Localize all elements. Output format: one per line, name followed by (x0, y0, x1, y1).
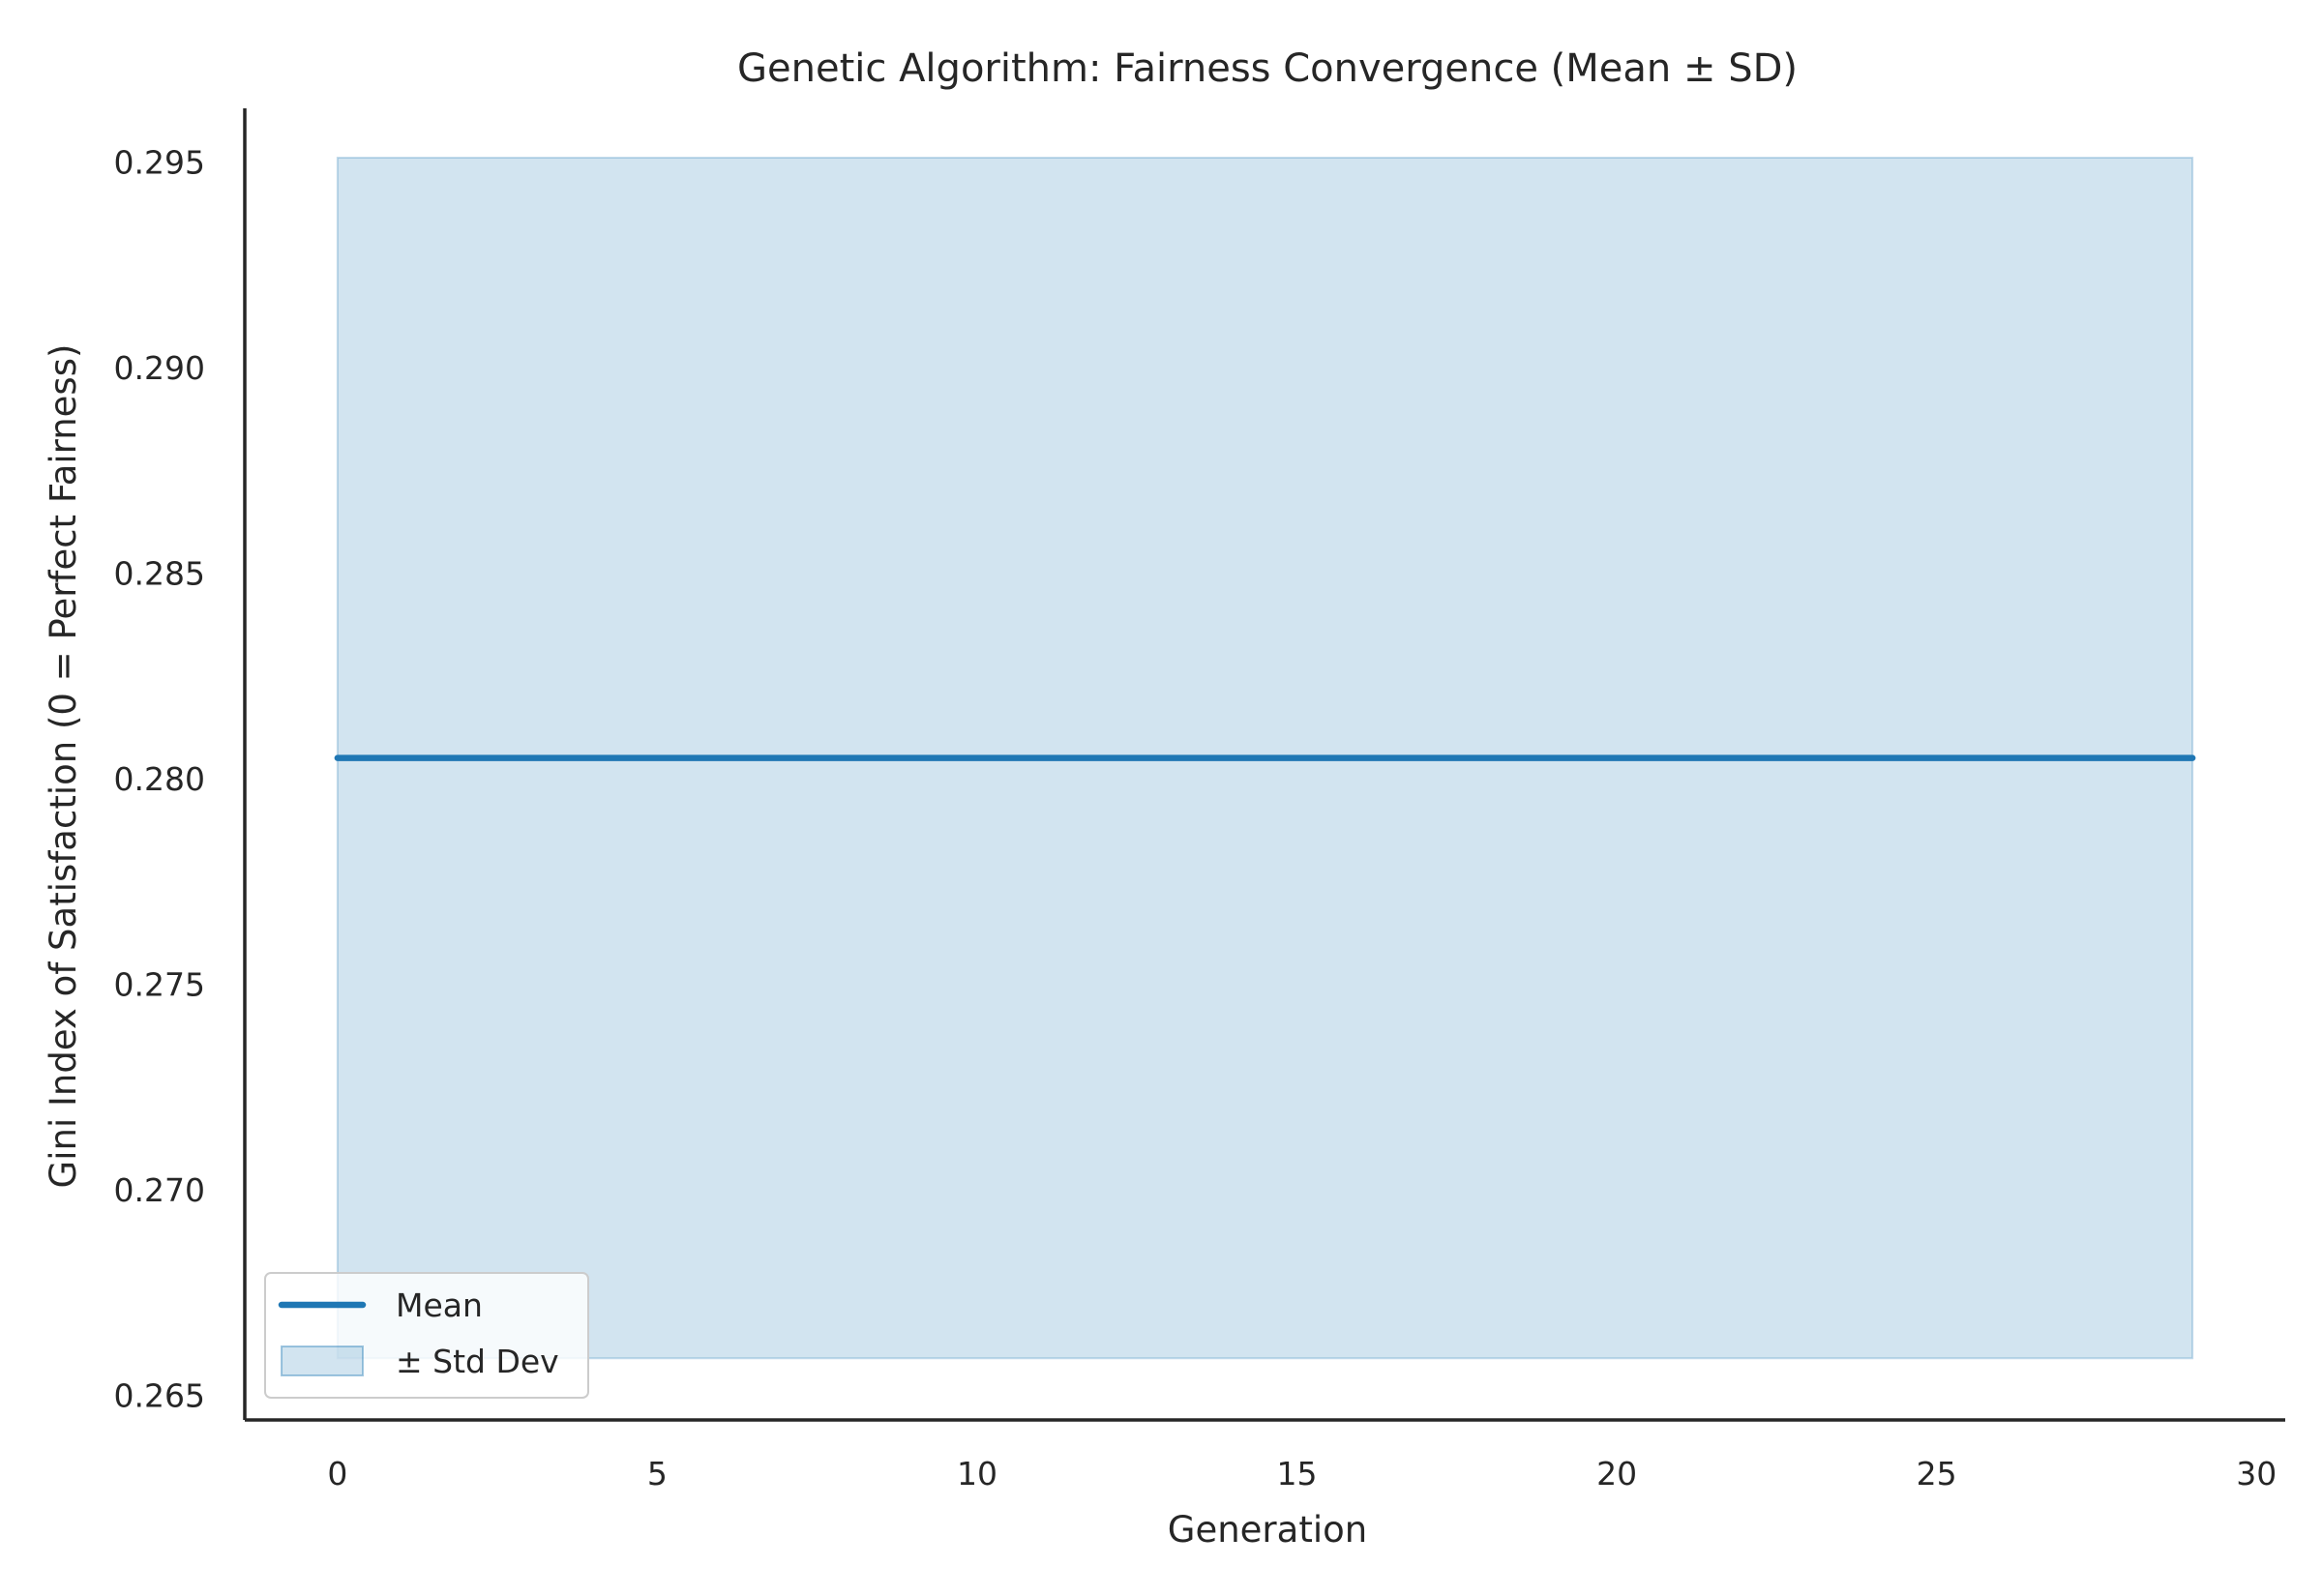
y-tick-label: 0.280 (114, 760, 205, 798)
legend-mean-label: Mean (396, 1286, 483, 1324)
x-tick-label: 25 (1917, 1455, 1957, 1493)
y-tick-label: 0.275 (114, 965, 205, 1003)
y-tick-label: 0.295 (114, 143, 205, 181)
x-tick-labels: 0 5 10 15 20 25 30 (327, 1455, 2277, 1493)
y-tick-label: 0.290 (114, 349, 205, 387)
axes (243, 108, 2285, 1422)
y-tick-label: 0.285 (114, 554, 205, 592)
x-axis-label: Generation (1168, 1509, 1367, 1551)
legend-std-dev-swatch (281, 1345, 364, 1376)
x-tick-label: 15 (1277, 1455, 1318, 1493)
chart-title: Genetic Algorithm: Fairness Convergence … (737, 46, 1798, 91)
y-tick-label: 0.270 (114, 1171, 205, 1209)
y-tick-labels: 0.265 0.270 0.275 0.280 0.285 0.290 0.295 (114, 143, 205, 1414)
x-tick-label: 20 (1596, 1455, 1637, 1493)
y-tick-label: 0.265 (114, 1376, 205, 1414)
x-tick-label: 10 (957, 1455, 997, 1493)
x-tick-label: 5 (647, 1455, 668, 1493)
x-tick-label: 30 (2236, 1455, 2277, 1493)
x-tick-label: 0 (327, 1455, 347, 1493)
legend-std-dev-label: ± Std Dev (396, 1343, 559, 1380)
legend: Mean ± Std Dev (264, 1272, 589, 1399)
y-axis-label: Gini Index of Satisfaction (0 = Perfect … (43, 344, 84, 1189)
